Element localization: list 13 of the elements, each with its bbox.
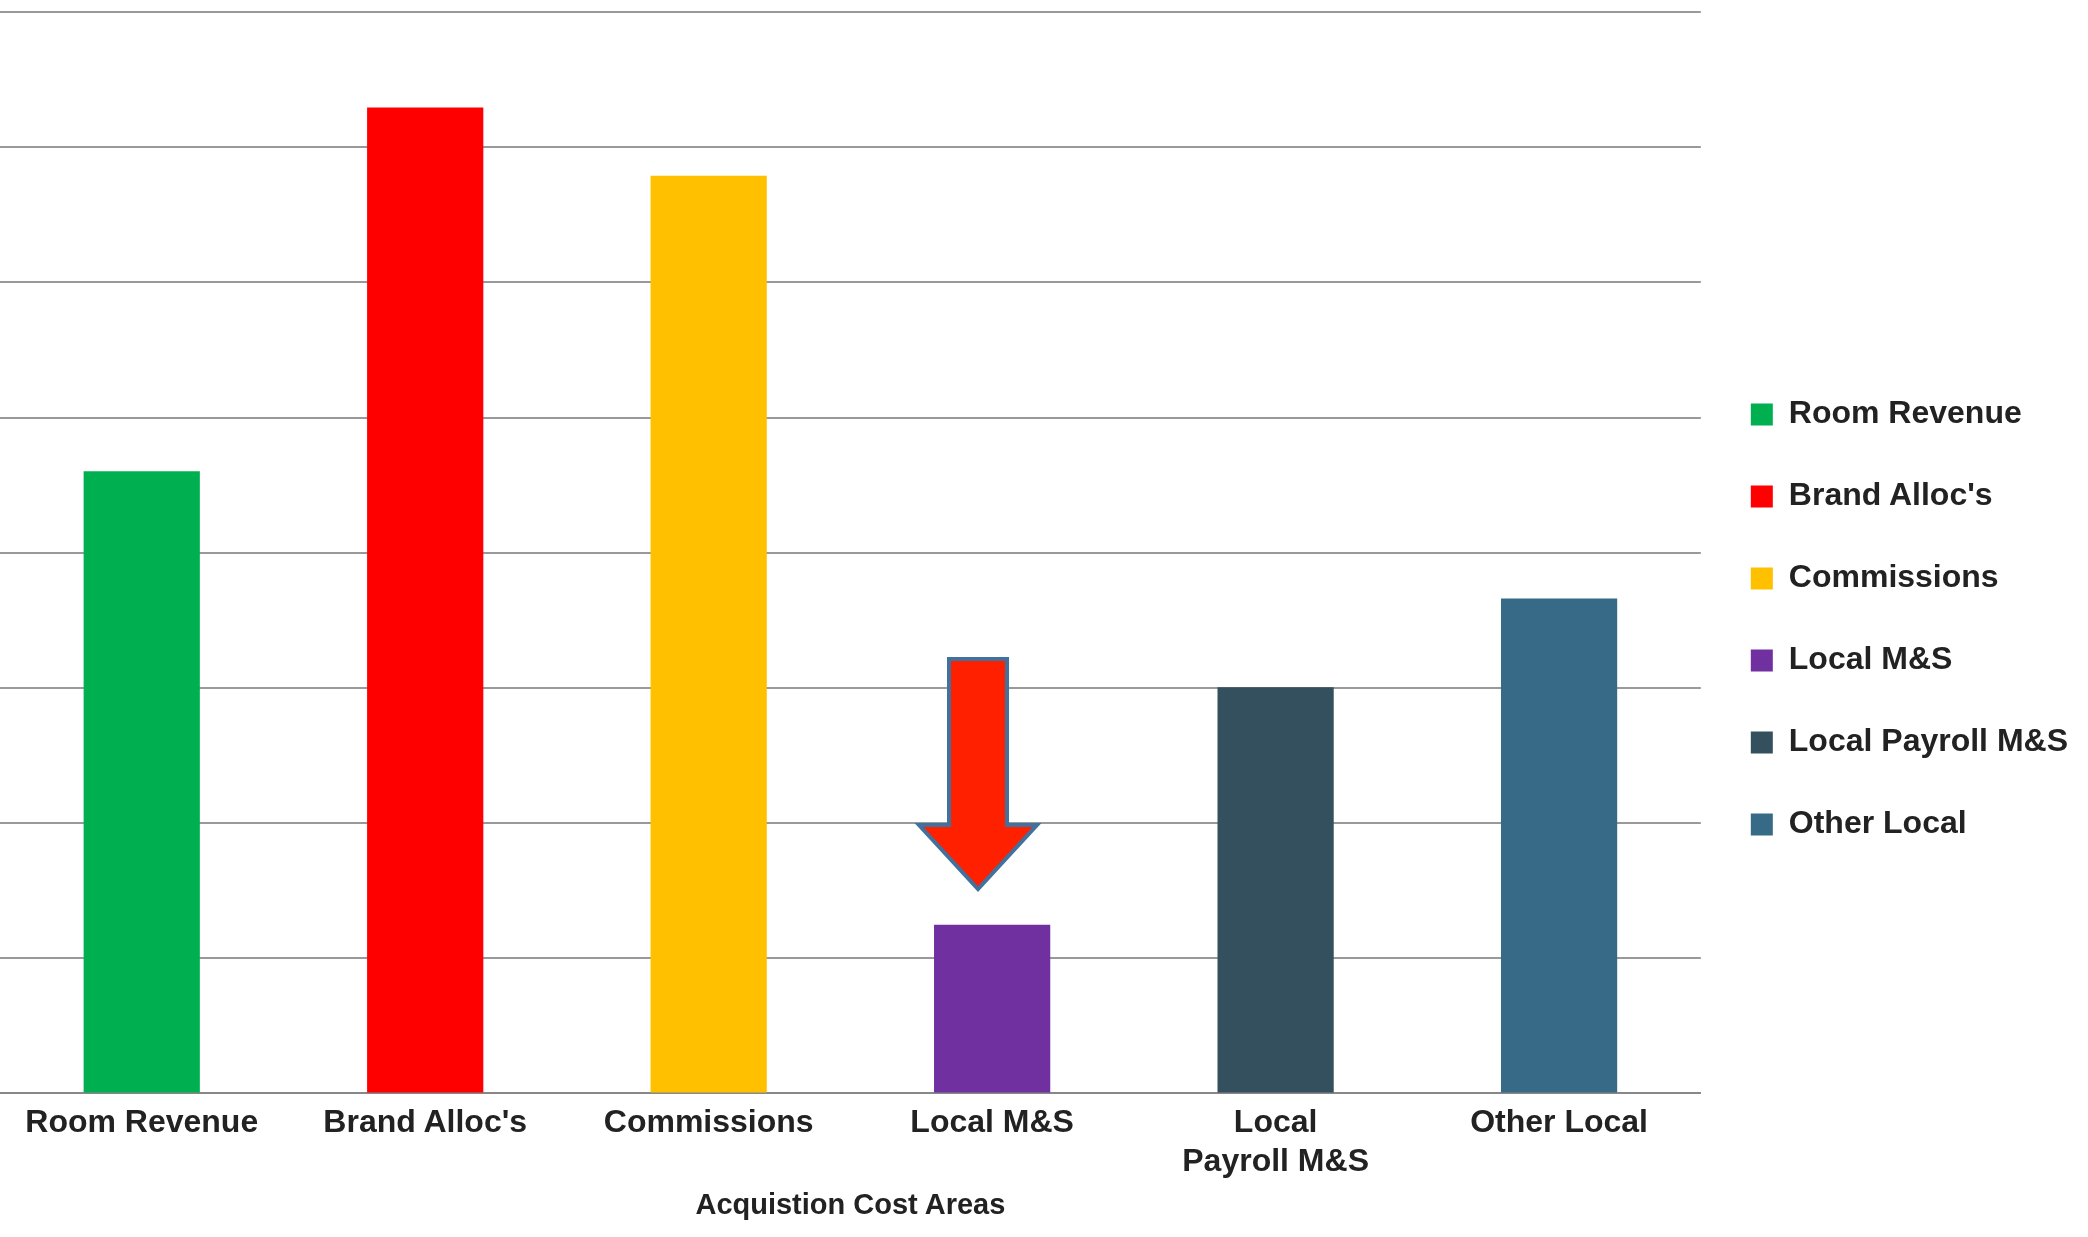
x-tick-label: Local Payroll M&S	[1182, 1103, 1369, 1178]
legend-label: Local M&S	[1788, 640, 1953, 677]
legend-label: Commissions	[1788, 558, 1999, 595]
x-tick-label: Room Revenue	[25, 1103, 259, 1140]
x-axis-title: Acquistion Cost Areas	[695, 1187, 1006, 1220]
legend-label: Brand Alloc's	[1788, 476, 1993, 513]
legend-label: Room Revenue	[1788, 394, 2022, 431]
x-tick-label: Other Local	[1470, 1103, 1648, 1140]
x-tick-label: Commissions	[603, 1103, 814, 1140]
x-tick-label: Brand Alloc's	[323, 1103, 528, 1140]
legend-label: Other Local	[1788, 804, 1967, 841]
legend-label: Local Payroll M&S	[1788, 722, 2068, 759]
x-tick-label: Local M&S	[910, 1103, 1074, 1140]
